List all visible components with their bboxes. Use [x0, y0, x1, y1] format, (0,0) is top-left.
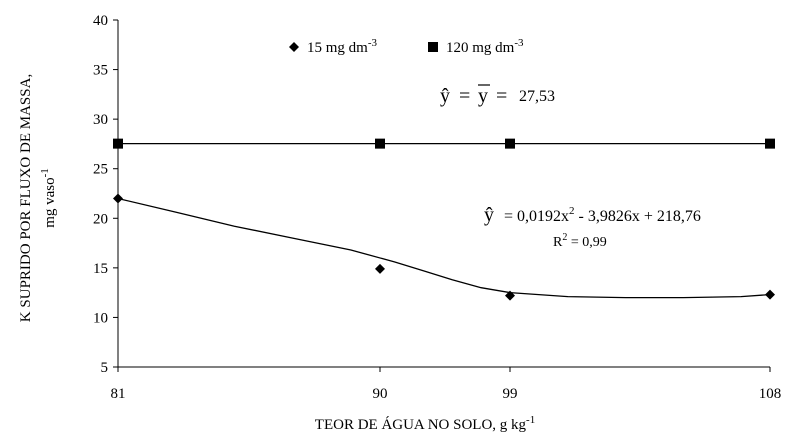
data-point-120: [765, 138, 775, 149]
eq-mean-value: 27,53: [519, 88, 555, 105]
y-axis-unit: mg vaso-1: [39, 168, 58, 228]
legend-label-120: 120 mg dm-3: [446, 37, 524, 56]
y-tick-label: 15: [93, 261, 108, 277]
y-tick-label: 20: [93, 211, 108, 227]
data-point-120: [505, 138, 515, 149]
y-ticks: 5 10 15 20 25 30 35 40: [93, 13, 118, 376]
eq-mean-yhat: ŷ: [440, 85, 450, 107]
r-squared: R2 = 0,99: [553, 232, 607, 250]
data-point-120: [375, 138, 385, 149]
x-tick-label: 108: [759, 386, 782, 402]
series-15-fit-curve: [117, 197, 771, 299]
eq-mean-ybar: y: [478, 85, 488, 107]
y-tick-label: 35: [93, 63, 108, 79]
data-point-15: [375, 263, 385, 274]
y-tick-label: 10: [93, 310, 108, 326]
y-tick-label: 25: [93, 162, 108, 178]
eq-mean-equals-1: =: [459, 85, 470, 107]
x-tick-label: 90: [373, 386, 388, 402]
eq-mean-equals-2: =: [496, 85, 507, 107]
x-tick-label: 99: [503, 386, 518, 402]
data-point-15: [505, 290, 515, 301]
x-tick-label: 81: [111, 386, 126, 402]
legend: 15 mg dm-3 120 mg dm-3: [289, 37, 524, 56]
data-point-15: [113, 193, 123, 204]
y-tick-label: 30: [93, 112, 108, 128]
y-tick-label: 5: [101, 360, 109, 376]
x-axis-title: TEOR DE ÁGUA NO SOLO, g kg-1: [315, 414, 535, 433]
eq-quad-terms: = 0,0192x2 - 3,9826x + 218,76: [504, 205, 701, 225]
x-ticks: 81 90 99 108: [111, 367, 782, 402]
series-15-markers: [113, 193, 775, 301]
data-point-120: [113, 138, 123, 149]
data-point-15: [765, 289, 775, 300]
quadratic-equation: ŷ = 0,0192x2 - 3,9826x + 218,76 R2 = 0,9…: [484, 204, 701, 250]
y-axis-title: K SUPRIDO POR FLUXO DE MASSA,: [18, 74, 34, 322]
legend-marker-square: [428, 42, 438, 52]
legend-label-15: 15 mg dm-3: [307, 37, 378, 56]
mean-equation: ŷ = y = 27,53: [440, 84, 555, 107]
series-120-markers: [113, 138, 775, 149]
legend-marker-diamond: [289, 42, 299, 52]
eq-quad-yhat: ŷ: [484, 204, 494, 226]
y-tick-label: 40: [93, 13, 108, 29]
